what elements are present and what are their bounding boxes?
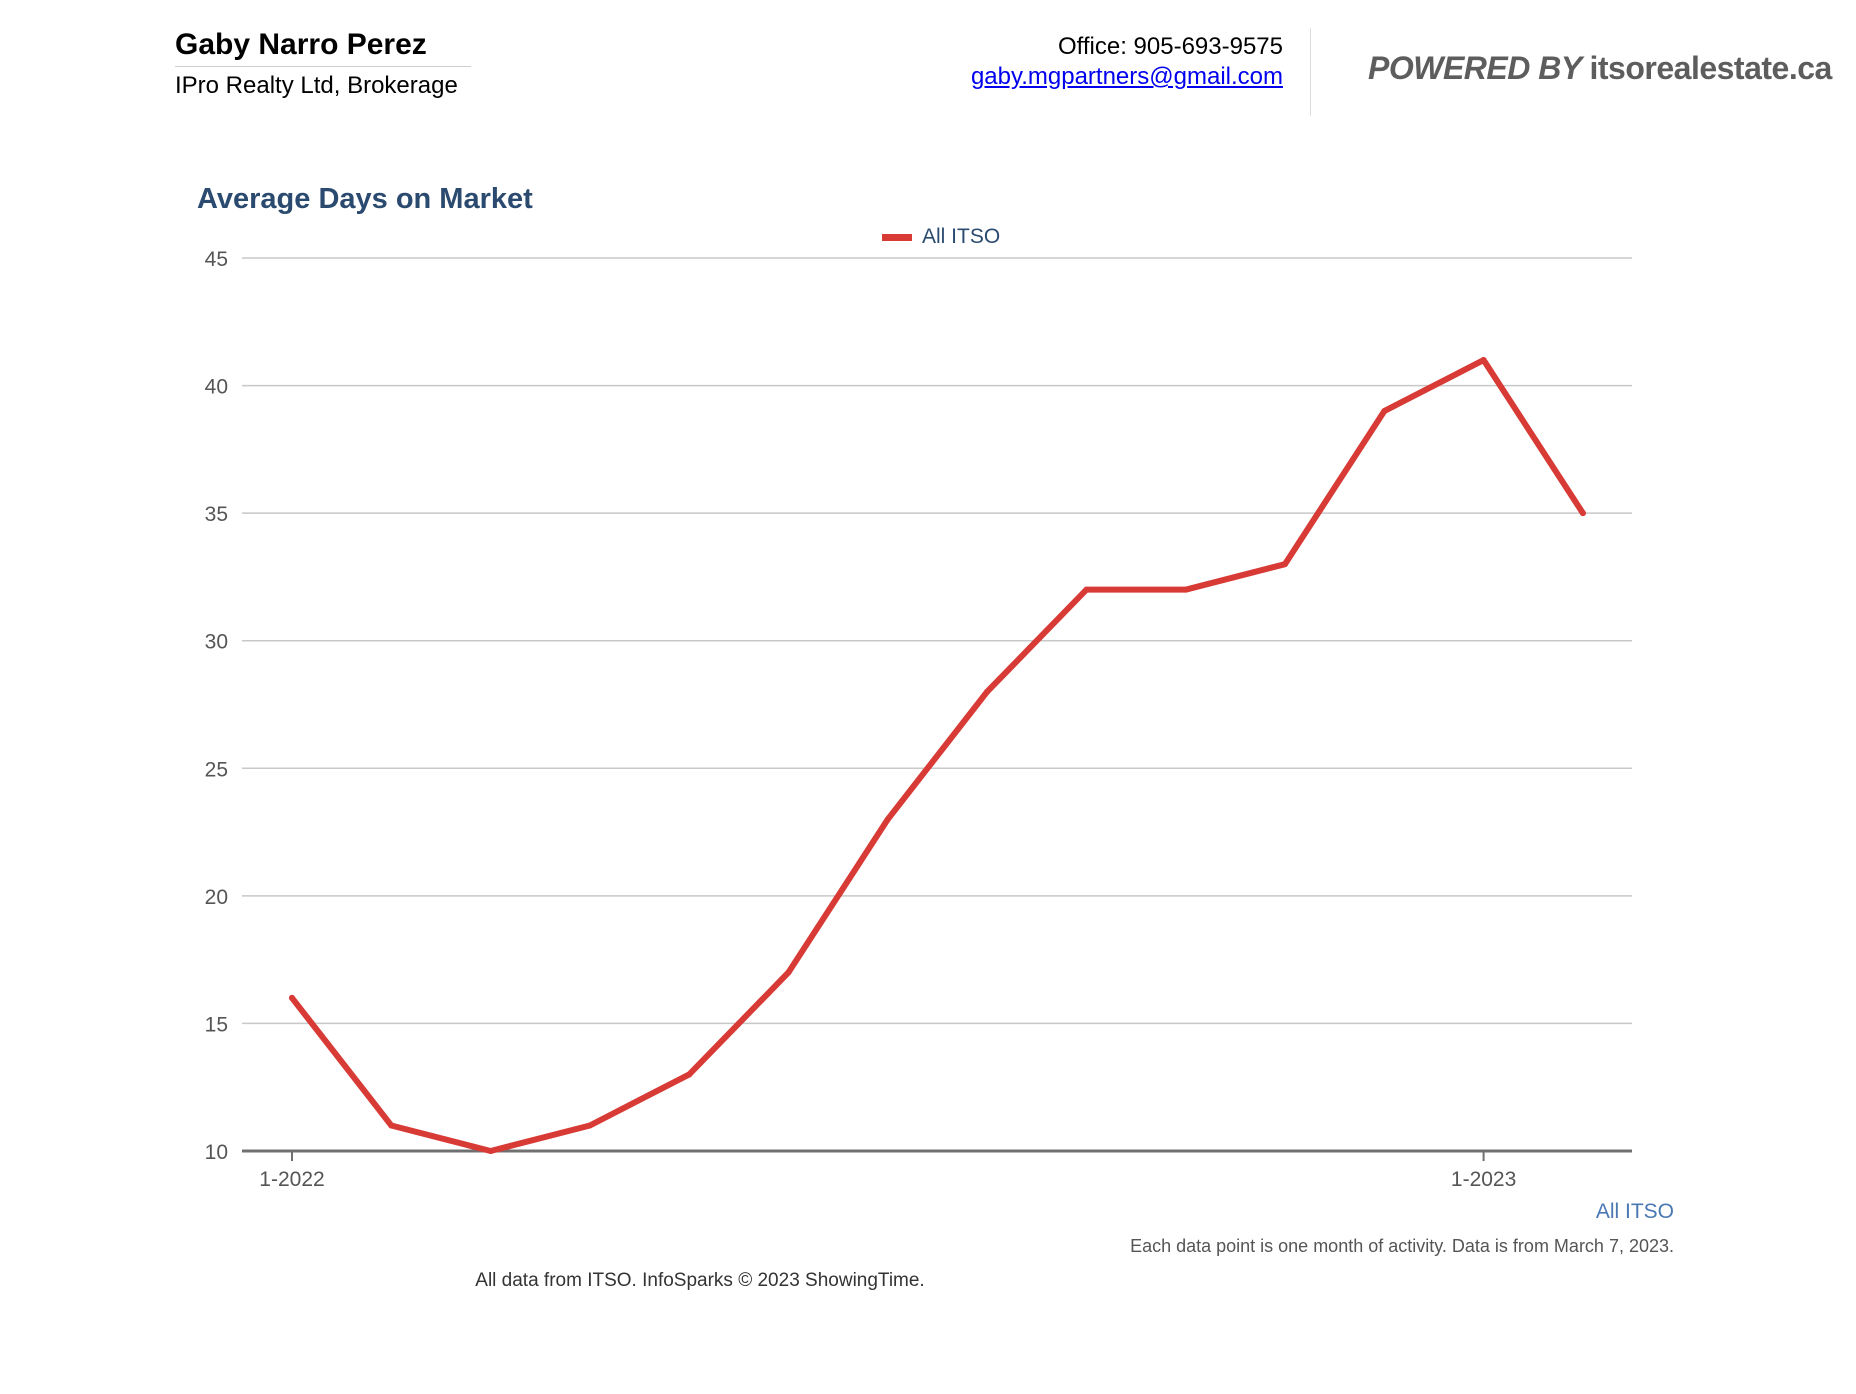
legend-label: All ITSO	[922, 225, 1001, 248]
data-note: Each data point is one month of activity…	[1130, 1236, 1674, 1256]
x-tick-label: 1-2023	[1451, 1168, 1516, 1191]
y-tick-label: 15	[205, 1013, 228, 1036]
series-line	[289, 357, 1586, 1154]
powered-by-logo: POWERED BY itsorealestate.ca	[1368, 50, 1832, 87]
y-axis-labels: 10 15 20 25 30 35 40 45	[205, 248, 228, 1164]
data-point	[785, 969, 792, 976]
office-phone: Office: 905-693-9575	[1057, 33, 1283, 60]
chart-legend[interactable]: All ITSO	[882, 222, 1000, 252]
y-tick-label: 45	[205, 248, 228, 271]
series-group	[289, 357, 1586, 1154]
powered-by-brand: itsorealestate.ca	[1589, 50, 1833, 86]
agent-name: Gaby Narro Perez	[175, 28, 427, 61]
agent-name-rule	[175, 66, 471, 67]
y-tick-label: 35	[205, 503, 228, 526]
y-tick-label: 10	[205, 1141, 228, 1164]
contact-block: Office: 905-693-9575 gaby.mgpartners@gma…	[971, 32, 1283, 92]
y-tick-label: 30	[205, 631, 228, 654]
data-point	[289, 994, 295, 1001]
y-tick-label: 20	[205, 886, 228, 909]
data-point	[686, 1071, 693, 1078]
x-tick-label: 1-2022	[259, 1168, 324, 1191]
legend-swatch	[882, 233, 912, 241]
data-point	[1579, 510, 1586, 517]
email-link[interactable]: gaby.mgpartners@gmail.com	[970, 63, 1283, 90]
y-tick-label: 25	[205, 758, 228, 781]
y-tick-label: 40	[205, 376, 228, 399]
chart-title: Average Days on Market	[197, 183, 533, 215]
header-divider	[1310, 28, 1311, 116]
data-point	[586, 1122, 593, 1129]
data-point	[487, 1148, 494, 1154]
data-point	[1282, 561, 1288, 568]
series-name-label: All ITSO	[1595, 1200, 1674, 1223]
data-point	[984, 688, 991, 695]
data-point	[1480, 357, 1487, 364]
data-point	[1083, 586, 1090, 593]
agent-company: IPro Realty Ltd, Brokerage	[175, 72, 458, 99]
footer-credit: All data from ITSO. InfoSparks © 2023 Sh…	[475, 1270, 925, 1291]
data-point	[1182, 586, 1189, 593]
data-point	[388, 1122, 395, 1129]
powered-by-prefix: POWERED BY	[1368, 50, 1590, 86]
x-axis-ticks: 1-2022 1-2023	[259, 1151, 1516, 1191]
data-point	[1381, 408, 1388, 415]
data-point	[884, 816, 891, 823]
gridlines	[242, 257, 1632, 1025]
